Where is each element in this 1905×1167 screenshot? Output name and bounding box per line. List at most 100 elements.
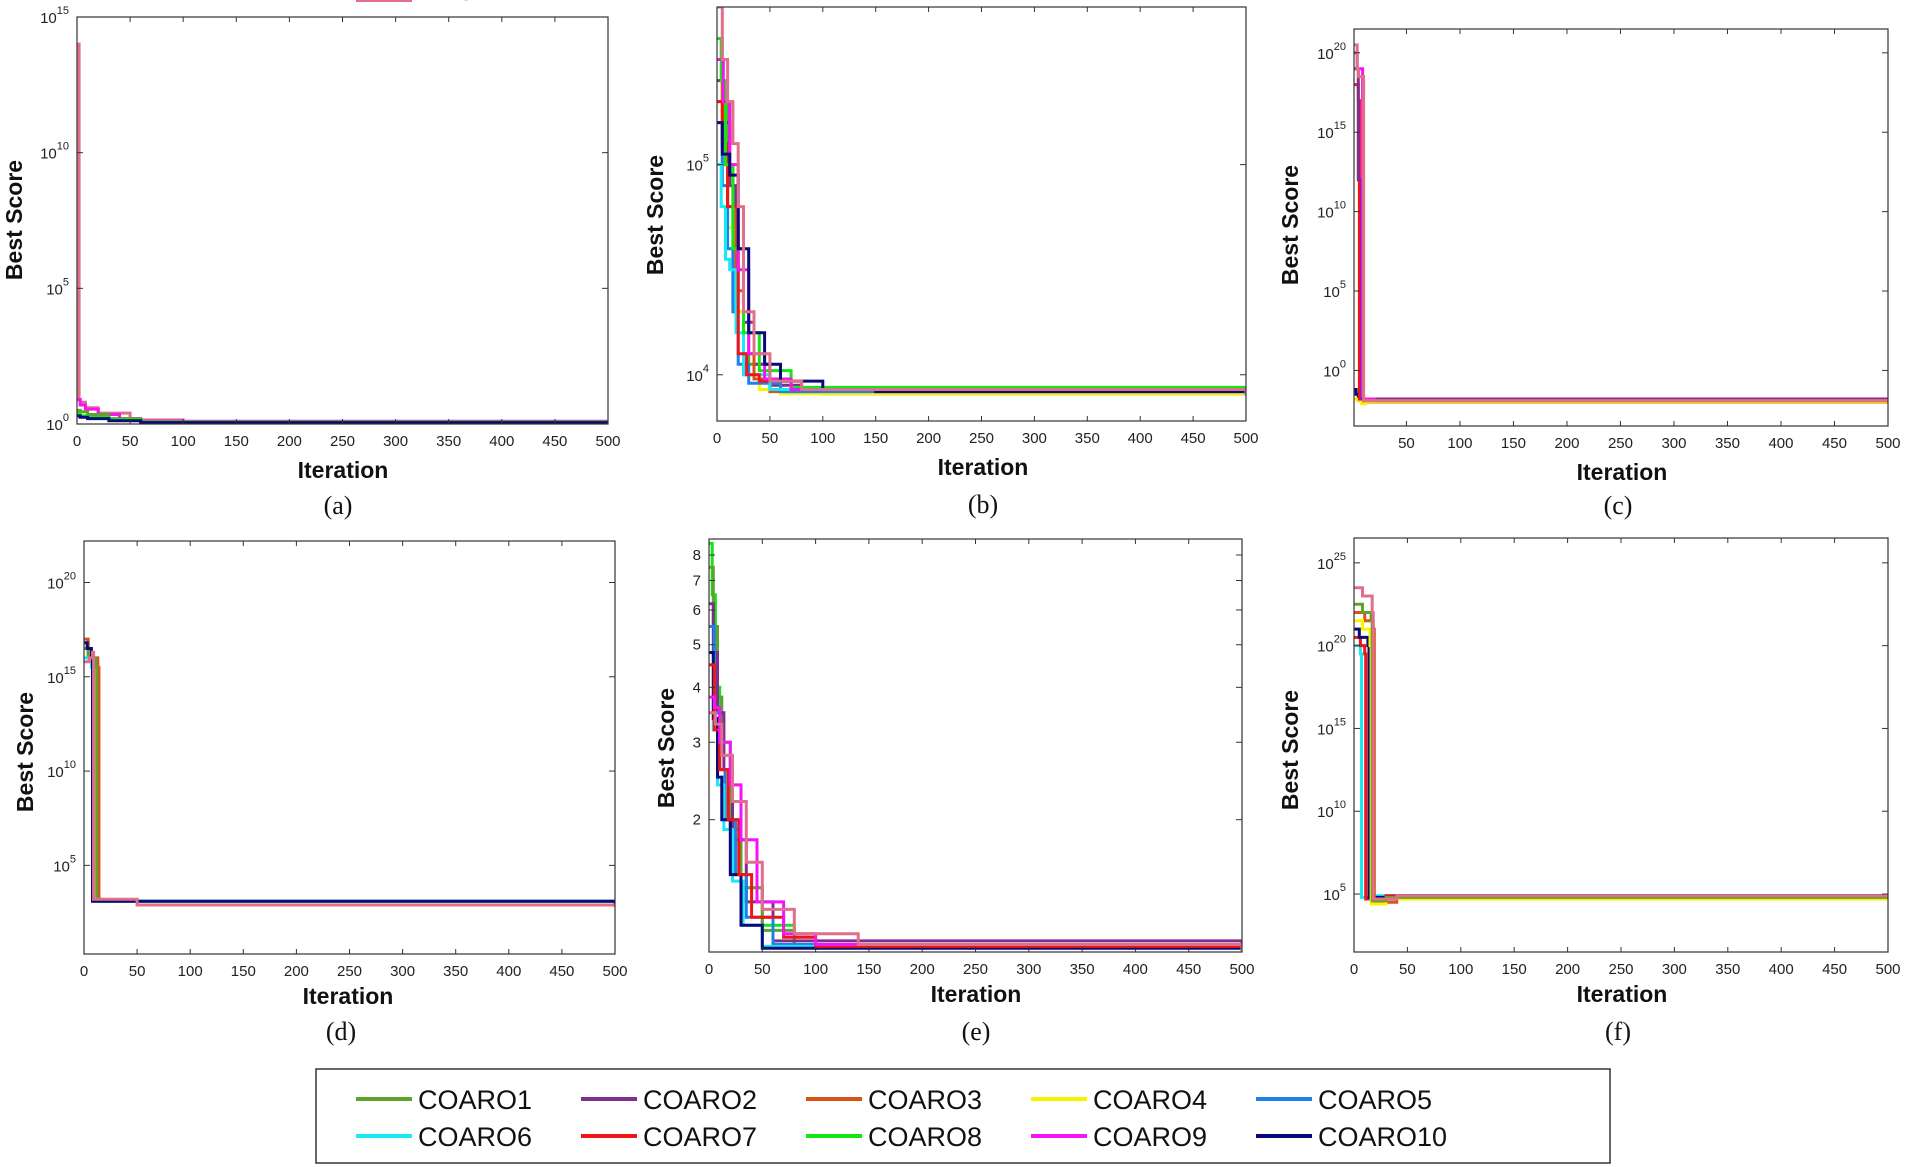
series-line-coaro9 — [709, 695, 1242, 952]
x-axis-label: Iteration — [1577, 459, 1668, 485]
chart-panel-d: 0 50 100 150 200 250 300 350 400 450 500 105 1010 101… — [12, 540, 628, 1046]
x-axis-label: Iteration — [938, 454, 1029, 480]
legend-item-coaro6: COARO6 — [356, 1122, 532, 1152]
series-line-aro — [709, 711, 1242, 952]
x-tick-label: 350 — [1070, 961, 1095, 978]
legend-label: COARO9 — [1093, 1122, 1207, 1152]
legend-label: COARO10 — [1318, 1122, 1447, 1152]
y-tick-label: 2 — [693, 812, 701, 829]
y-tick-label: 1010 — [47, 759, 76, 781]
x-tick-label: 500 — [1233, 430, 1258, 447]
x-tick-label: 50 — [754, 961, 771, 978]
y-tick-label: 100 — [1323, 358, 1346, 380]
series-group — [709, 541, 1242, 952]
x-tick-label: 350 — [1075, 430, 1100, 447]
x-tick-label: 100 — [1447, 435, 1472, 452]
y-tick-label: 5 — [693, 637, 701, 654]
x-tick-label: 150 — [231, 963, 256, 980]
legend-label: ARO — [418, 0, 477, 6]
x-tick-label: 300 — [390, 963, 415, 980]
x-tick-label: 50 — [762, 430, 779, 447]
legend-label: COARO2 — [643, 1085, 757, 1115]
legend-item-coaro8: COARO8 — [806, 1122, 982, 1152]
panel-label: (c) — [1604, 491, 1633, 520]
x-tick-label: 150 — [1502, 961, 1527, 978]
x-tick-label: 350 — [436, 433, 461, 450]
legend-item-coaro10: COARO10 — [1256, 1122, 1447, 1152]
x-tick-label: 150 — [224, 433, 249, 450]
series-group — [84, 637, 615, 907]
y-tick-label: 104 — [686, 363, 709, 385]
y-tick-label: 1010 — [1317, 200, 1346, 222]
legend: COARO1 COARO2 COARO3 COARO4 COARO5 COARO6 COAR… — [315, 0, 1611, 1164]
x-tick-label: 400 — [496, 963, 521, 980]
chart-panel-c: 50 100 150 200 250 300 350 400 450 500 100 105 1010 1… — [1277, 28, 1901, 520]
y-tick-label: 105 — [46, 276, 69, 298]
legend-item-coaro7: COARO7 — [581, 1122, 757, 1152]
chart-panel-f: 0 50 100 150 200 250 300 350 400 450 500 105 1010 101… — [1277, 537, 1901, 1046]
y-tick-label: 105 — [1323, 882, 1346, 904]
x-tick-label: 100 — [803, 961, 828, 978]
axes-frame — [1353, 28, 1889, 427]
y-axis-label: Best Score — [642, 155, 668, 275]
legend-item-coaro4: COARO4 — [1031, 1085, 1207, 1115]
x-tick-label: 150 — [1501, 435, 1526, 452]
x-tick-label: 300 — [1661, 435, 1686, 452]
x-tick-label: 500 — [1875, 435, 1900, 452]
plot-area — [709, 539, 1242, 952]
x-tick-label: 50 — [129, 963, 146, 980]
chart-panel-e: 0 50 100 150 200 250 300 350 400 450 500 2 3 4 5 6 7 8 Ite… — [653, 538, 1255, 1046]
y-tick-label: 1020 — [47, 570, 76, 592]
x-tick-label: 0 — [1350, 961, 1358, 978]
y-tick-label: 105 — [1323, 279, 1346, 301]
x-tick-label: 50 — [122, 433, 139, 450]
x-tick-label: 500 — [595, 433, 620, 450]
x-axis-label: Iteration — [1577, 981, 1668, 1007]
plot-area — [1354, 538, 1888, 952]
y-tick-label: 6 — [693, 602, 701, 619]
x-axis-label: Iteration — [303, 983, 394, 1009]
legend-label: COARO5 — [1318, 1085, 1432, 1115]
x-tick-label: 350 — [1715, 435, 1740, 452]
x-tick-label: 50 — [1398, 435, 1415, 452]
panel-label: (d) — [326, 1017, 356, 1046]
y-tick-label: 1025 — [1317, 551, 1346, 573]
x-tick-label: 100 — [171, 433, 196, 450]
x-tick-label: 400 — [1128, 430, 1153, 447]
x-axis-label: Iteration — [298, 457, 389, 483]
series-group — [717, 7, 1246, 396]
x-tick-label: 250 — [337, 963, 362, 980]
y-tick-label: 1020 — [1317, 41, 1346, 63]
y-tick-label: 1015 — [47, 665, 76, 687]
y-tick-label: 1015 — [1317, 120, 1346, 142]
y-axis-label: Best Score — [1277, 165, 1303, 285]
legend-item-coaro2: COARO2 — [581, 1085, 757, 1115]
x-tick-label: 300 — [1662, 961, 1687, 978]
panel-label: (a) — [324, 491, 353, 520]
x-tick-label: 200 — [277, 433, 302, 450]
legend-item-coaro9: COARO9 — [1031, 1122, 1207, 1152]
plot-area — [77, 17, 608, 424]
legend-item-coaro3: COARO3 — [806, 1085, 982, 1115]
x-tick-label: 500 — [1875, 961, 1900, 978]
x-tick-label: 500 — [602, 963, 627, 980]
legend-label: COARO1 — [418, 1085, 532, 1115]
x-tick-label: 200 — [916, 430, 941, 447]
x-tick-label: 250 — [1608, 435, 1633, 452]
x-tick-label: 100 — [1448, 961, 1473, 978]
series-line-aro — [84, 650, 615, 907]
plot-area — [717, 7, 1246, 421]
y-tick-label: 105 — [53, 853, 76, 875]
plot-area — [1354, 29, 1888, 426]
panel-label: (b) — [968, 490, 998, 519]
x-tick-label: 100 — [178, 963, 203, 980]
x-tick-label: 450 — [1822, 961, 1847, 978]
x-tick-label: 300 — [383, 433, 408, 450]
y-axis-label: Best Score — [653, 688, 679, 808]
x-tick-label: 0 — [705, 961, 713, 978]
panel-label: (e) — [962, 1017, 991, 1046]
series-line-aro — [1354, 586, 1888, 901]
y-tick-label: 1015 — [1317, 716, 1346, 738]
x-tick-label: 400 — [1768, 435, 1793, 452]
